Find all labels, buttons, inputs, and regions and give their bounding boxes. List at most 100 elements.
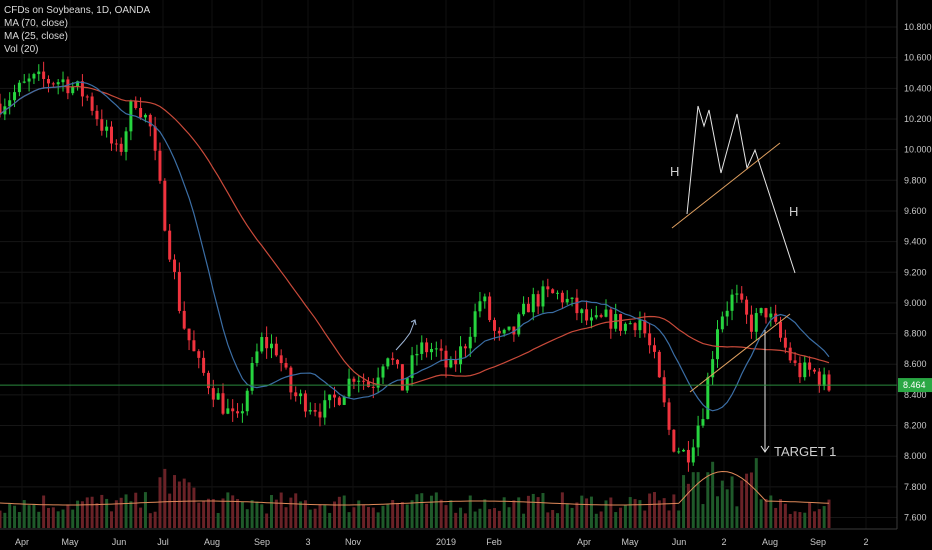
candle-body	[90, 96, 94, 111]
volume-bar	[716, 496, 719, 528]
volume-bar	[163, 468, 167, 528]
candle-body	[294, 392, 298, 397]
candle-body	[139, 107, 143, 118]
candle-body	[197, 351, 201, 358]
candle-body	[619, 314, 623, 331]
volume-bar	[357, 500, 361, 528]
volume-bar	[95, 503, 99, 528]
volume-bar	[192, 487, 196, 528]
candle-body	[56, 82, 60, 85]
legend-symbol[interactable]: CFDs on Soybeans, 1D, OANDA	[4, 5, 151, 16]
x-tick-label: 2	[863, 537, 868, 547]
candle-body	[507, 326, 511, 330]
candle-body	[8, 100, 12, 107]
candle-body	[303, 393, 307, 412]
y-tick-label: 8.800	[904, 329, 927, 339]
candle-body	[812, 369, 816, 372]
volume-bars	[0, 458, 831, 528]
volume-bar	[827, 499, 831, 528]
candle-body	[817, 371, 821, 386]
candle-body	[337, 397, 341, 405]
candle-body	[410, 355, 414, 378]
candle-body	[720, 316, 724, 330]
volume-bar	[42, 495, 46, 528]
candle-body	[37, 71, 41, 75]
x-tick-label: 3	[305, 537, 310, 547]
volume-bar	[657, 500, 661, 528]
x-tick-label: Jun	[672, 537, 687, 547]
candle-body	[827, 374, 831, 391]
volume-bar	[623, 505, 627, 528]
volume-bar	[764, 498, 768, 528]
volume-bar	[158, 477, 162, 528]
candle-body	[585, 309, 589, 321]
candle-body	[22, 81, 26, 83]
annotations: H H TARGET 1	[670, 164, 836, 459]
time-axis[interactable]: Apr May Jun Jul Aug Sep 3 Nov 2019 Feb Apr May Jun 2 A…	[15, 537, 869, 547]
volume-bar	[652, 492, 656, 528]
volume-bar	[779, 499, 783, 528]
volume-bar	[279, 492, 283, 528]
candle-body	[221, 393, 225, 414]
candle-body	[648, 333, 652, 346]
candle-body	[711, 359, 715, 378]
y-tick-label: 8.600	[904, 359, 927, 369]
legend-ma25[interactable]: MA (25, close)	[4, 31, 68, 42]
candle-body	[391, 358, 395, 360]
candle-body	[740, 293, 744, 300]
volume-bar	[177, 481, 181, 528]
volume-bar	[37, 511, 41, 528]
volume-bar	[420, 493, 424, 528]
candle-body	[347, 378, 351, 397]
small-arrow-line	[395, 319, 416, 351]
candle-body	[42, 71, 46, 79]
candle-body	[551, 289, 555, 294]
candle-body	[604, 309, 608, 317]
candle-body	[313, 410, 317, 412]
volume-bar	[643, 510, 647, 528]
candle-body	[299, 393, 303, 397]
volume-bar	[255, 501, 259, 528]
volume-bar	[129, 501, 133, 528]
candle-body	[808, 362, 812, 370]
price-axis[interactable]: 10.800 10.600 10.400 10.200 10.000 9.800 9.600…	[904, 22, 932, 523]
candle-body	[415, 353, 419, 356]
volume-bar	[492, 508, 496, 528]
volume-bar	[318, 504, 322, 528]
volume-bar	[85, 497, 89, 528]
volume-bar	[439, 499, 443, 528]
candle-body	[376, 377, 380, 388]
volume-bar	[468, 495, 472, 528]
volume-bar	[701, 504, 705, 528]
volume-bar	[556, 513, 560, 528]
y-tick-label: 8.200	[904, 421, 927, 431]
volume-bar	[352, 507, 356, 528]
x-tick-label: Aug	[762, 537, 778, 547]
volume-bar	[580, 495, 584, 528]
legend-ma70[interactable]: MA (70, close)	[4, 18, 68, 29]
candle-body	[236, 411, 240, 414]
candle-body	[13, 92, 17, 101]
volume-bar	[8, 503, 12, 528]
volume-bar	[51, 507, 55, 528]
x-tick-label: Sep	[810, 537, 826, 547]
volume-bar	[211, 499, 215, 528]
candle-body	[793, 360, 797, 363]
legend-volume[interactable]: Vol (20)	[4, 44, 39, 55]
candle-body	[764, 308, 768, 318]
y-tick-label: 10.200	[904, 114, 932, 124]
x-tick-label: Feb	[486, 537, 502, 547]
candle-body	[284, 363, 288, 368]
candle-body	[352, 378, 356, 382]
candle-body	[803, 362, 807, 378]
volume-bar	[250, 500, 254, 528]
candle-body	[274, 343, 278, 356]
candle-body	[492, 320, 496, 331]
volume-bar	[619, 507, 623, 528]
candle-body	[158, 150, 162, 181]
volume-bar	[812, 511, 816, 528]
volume-bar	[512, 500, 516, 528]
candle-body	[565, 298, 569, 303]
candle-body	[80, 81, 84, 97]
